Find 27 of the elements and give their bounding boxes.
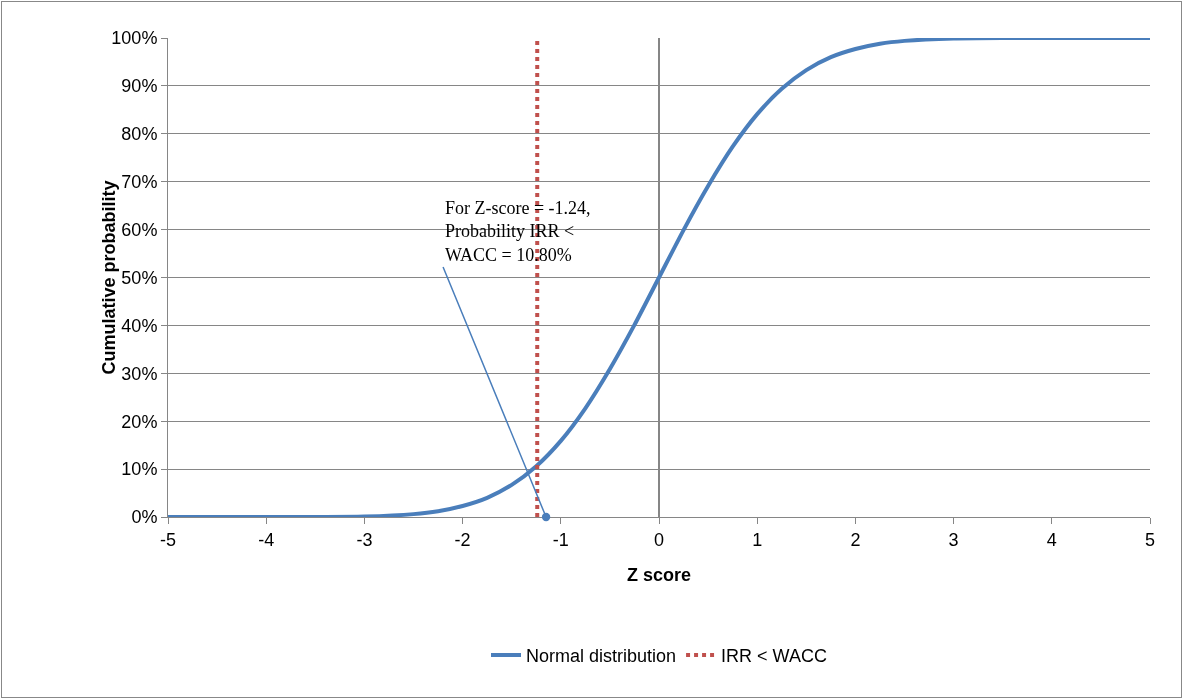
x-tick-label: -1 bbox=[552, 529, 569, 550]
x-tick-label: 3 bbox=[948, 529, 959, 550]
y-tick-label: 70% bbox=[121, 172, 158, 192]
y-tick-label: 60% bbox=[121, 219, 158, 240]
x-tick-label: -3 bbox=[356, 529, 373, 550]
x-tick-label: -5 bbox=[159, 529, 177, 550]
x-tick-label: -2 bbox=[454, 529, 471, 550]
x-tick-label: 0 bbox=[653, 529, 665, 550]
y-tick-label: 90% bbox=[121, 76, 158, 97]
x-tick-label: 2 bbox=[850, 529, 861, 550]
annotation: For Z-score = -1.24, Probability IRR < WACC = 10.80% bbox=[445, 198, 591, 265]
y-tick-label: 50% bbox=[121, 267, 158, 288]
x-tick-label: 4 bbox=[1046, 529, 1057, 550]
legend-label: IRR < WACC bbox=[721, 645, 827, 666]
x-tick-label: 5 bbox=[1144, 529, 1156, 550]
legend-label: Normal distribution bbox=[526, 645, 677, 666]
y-tick-label: 30% bbox=[121, 363, 158, 384]
y-tick-label: 40% bbox=[121, 315, 158, 336]
x-tick-label: -4 bbox=[258, 529, 275, 550]
x-tick-label: 1 bbox=[752, 529, 763, 550]
y-tick-label: 20% bbox=[121, 411, 158, 432]
y-tick-label: 0% bbox=[131, 507, 158, 528]
y-tick-label: 100% bbox=[111, 28, 158, 49]
y-tick-label: 80% bbox=[121, 124, 158, 145]
x-axis-title: Z score bbox=[626, 565, 692, 585]
y-tick-label: 10% bbox=[121, 459, 158, 480]
y-axis-title: Cumulative probability bbox=[99, 180, 120, 375]
